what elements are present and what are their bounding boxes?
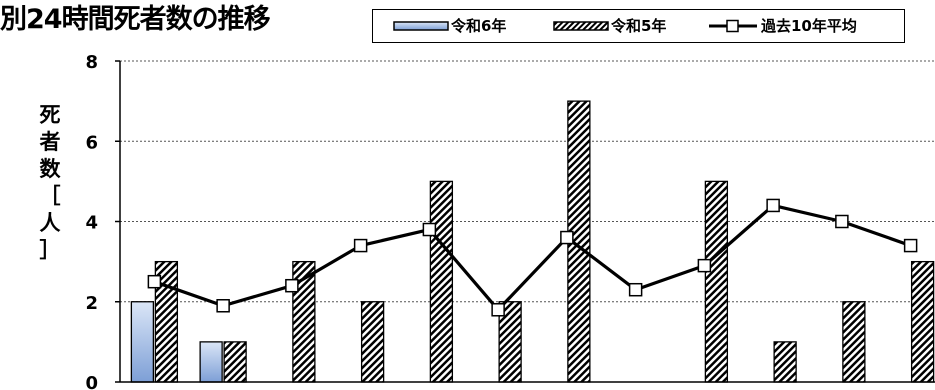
bar-r5-3	[360, 301, 385, 383]
bar-r6-1	[199, 341, 223, 383]
bar-r5-4	[429, 180, 454, 383]
y-axis-label-char-5: 人	[39, 211, 61, 235]
chart-title: 別24時間死者数の推移	[0, 4, 271, 35]
legend-swatch-avg	[709, 19, 757, 32]
legend-label-r6: 令和6年	[451, 17, 507, 35]
avg-marker-0	[147, 274, 162, 289]
avg-marker-9	[766, 198, 780, 213]
legend-swatch-r5	[553, 20, 609, 31]
legend-item-r5: 令和5年	[553, 10, 666, 41]
avg-marker-2	[285, 278, 299, 293]
y-axis-label-char-1: 死	[39, 103, 61, 127]
avg-marker-10	[835, 214, 849, 229]
y-tick-label-8: 8	[85, 52, 98, 73]
avg-marker-1	[216, 299, 230, 313]
avg-marker-4	[422, 222, 437, 237]
bar-r5-10	[842, 301, 866, 383]
y-tick-label-0: 0	[85, 373, 98, 390]
bar-r5-11	[910, 260, 935, 383]
y-axis-label-char-3: 数	[39, 157, 61, 181]
legend-label-avg: 過去10年平均	[761, 17, 857, 35]
legend-label-r5: 令和5年	[611, 17, 667, 35]
avg-marker-8	[697, 258, 712, 273]
legend-item-r6: 令和6年	[393, 10, 506, 41]
avg-marker-3	[353, 238, 368, 253]
avg-line	[153, 203, 912, 312]
avg-marker-5	[491, 303, 505, 317]
y-axis-label-char-6: ］	[39, 238, 61, 262]
y-axis-label-char-2: 者	[39, 130, 61, 154]
bar-r5-8	[704, 180, 729, 383]
y-tick-label-6: 6	[85, 132, 98, 153]
y-tick-label-2: 2	[85, 293, 98, 314]
bar-r5-1	[223, 341, 247, 383]
y-tick-label-4: 4	[85, 213, 98, 234]
bar-r6-0	[130, 301, 155, 383]
legend-swatch-r6	[393, 20, 449, 31]
legend-item-avg: 過去10年平均	[707, 10, 857, 41]
bar-r5-9	[773, 341, 797, 383]
avg-marker-6	[560, 230, 574, 245]
y-axis-label: 死 者 数 ［ 人 ］	[38, 102, 62, 264]
avg-marker-11	[903, 238, 918, 253]
y-axis-label-char-4: ［	[39, 184, 61, 208]
chart-legend: 令和6年 令和5年 過去10年平均	[372, 9, 905, 43]
avg-marker-7	[628, 282, 643, 297]
